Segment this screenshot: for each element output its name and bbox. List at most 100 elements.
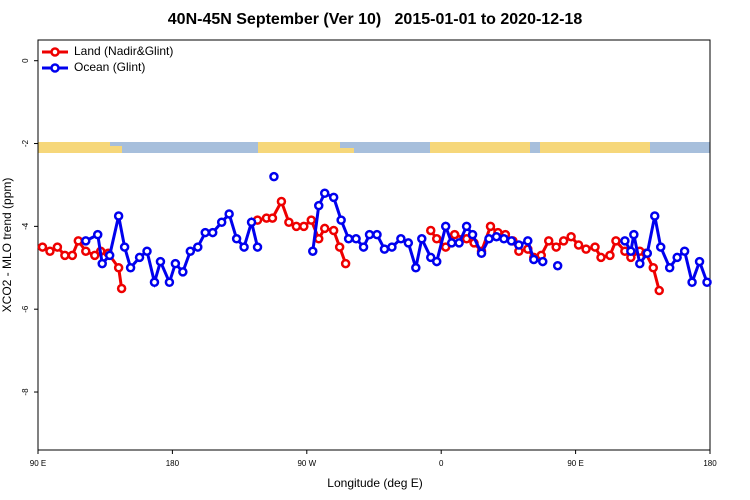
series-line (623, 215, 709, 288)
series-point (340, 258, 351, 269)
series-point (558, 236, 569, 246)
series-point (484, 234, 494, 244)
y-tick-label: -8 (21, 388, 30, 396)
x-tick-label: 0 (439, 459, 444, 468)
series-point (334, 242, 345, 252)
series-point (358, 242, 369, 252)
series-point (81, 236, 91, 246)
series-point (284, 217, 294, 227)
series-point (506, 236, 517, 246)
series-point (687, 277, 697, 288)
legend-label: Land (Nadir&Glint) (74, 44, 173, 58)
series-point (648, 263, 659, 273)
x-tick-label: 180 (166, 459, 180, 468)
series-point (116, 283, 127, 294)
series-point (45, 246, 55, 256)
series-point (620, 236, 630, 246)
series-point (113, 263, 124, 273)
legend-swatch-point (50, 63, 60, 73)
legend-label: Ocean (Glint) (74, 60, 145, 74)
series-point (239, 242, 249, 252)
series-point (319, 188, 330, 198)
series-point (319, 223, 330, 234)
series-point (649, 211, 660, 221)
series-point (92, 229, 103, 240)
series-point (200, 227, 211, 238)
x-tick-label: 90 W (297, 459, 316, 468)
series-point (299, 221, 309, 232)
series-point (379, 244, 390, 254)
series-point (276, 196, 287, 207)
series-point (417, 234, 427, 244)
y-tick-label: -4 (21, 222, 30, 230)
series-point (566, 231, 576, 242)
series-point (67, 250, 78, 261)
series-point (125, 263, 136, 273)
series-point (113, 211, 124, 221)
x-tick-label: 90 E (567, 459, 583, 468)
series-point (461, 221, 472, 232)
series-point (328, 225, 339, 236)
series-point (52, 242, 63, 252)
series-point (170, 258, 181, 269)
x-tick-label: 90 E (30, 459, 46, 468)
series-point (655, 242, 666, 252)
series-point (605, 250, 615, 261)
series-point (499, 234, 509, 244)
series-point (611, 236, 621, 246)
series-point (642, 248, 653, 259)
series-point (431, 234, 442, 244)
series-point (461, 234, 472, 244)
series-point (60, 250, 70, 261)
series-point (164, 277, 175, 288)
y-tick-label: -2 (21, 139, 30, 147)
series-point (552, 260, 563, 271)
series-point (396, 234, 406, 244)
series-point (193, 242, 203, 252)
y-tick-label: -6 (21, 305, 30, 313)
series-point (351, 234, 361, 244)
series-point (467, 229, 478, 240)
series-point (440, 242, 451, 252)
series-point (679, 246, 690, 256)
series-point (328, 192, 339, 203)
series-point (104, 250, 115, 261)
series-point (73, 236, 84, 246)
series-point (224, 209, 234, 219)
series-point (185, 246, 196, 256)
series-point (372, 229, 382, 240)
series-point (308, 246, 318, 256)
series-point (629, 229, 639, 240)
series-point (252, 242, 263, 252)
series-point (343, 234, 354, 244)
series-point (664, 263, 675, 273)
series-point (313, 200, 324, 211)
series-point (231, 234, 242, 244)
series-point (246, 217, 257, 227)
series-point (37, 242, 48, 252)
series-point (581, 244, 591, 254)
series-point (425, 252, 436, 263)
series-point (336, 215, 346, 225)
x-axis-label: Longitude (deg E) (327, 476, 422, 490)
plot-frame (37, 39, 711, 451)
series-point (694, 256, 705, 267)
series-point (454, 238, 464, 248)
series-point (491, 231, 502, 242)
series-point (149, 277, 160, 288)
series-point (672, 252, 682, 263)
series-point (306, 215, 317, 225)
series-point (403, 238, 414, 248)
series-point (596, 252, 606, 263)
series-line (85, 210, 259, 289)
series-point (702, 277, 712, 288)
series-point (529, 254, 539, 265)
series-point (155, 256, 166, 267)
series-point (97, 258, 107, 269)
y-axis-label: XCO2 - MLO trend (ppm) (0, 178, 14, 313)
series-point (81, 246, 91, 256)
series-point (269, 171, 279, 182)
series-point (267, 213, 278, 223)
land-ocean-strip (38, 142, 710, 153)
